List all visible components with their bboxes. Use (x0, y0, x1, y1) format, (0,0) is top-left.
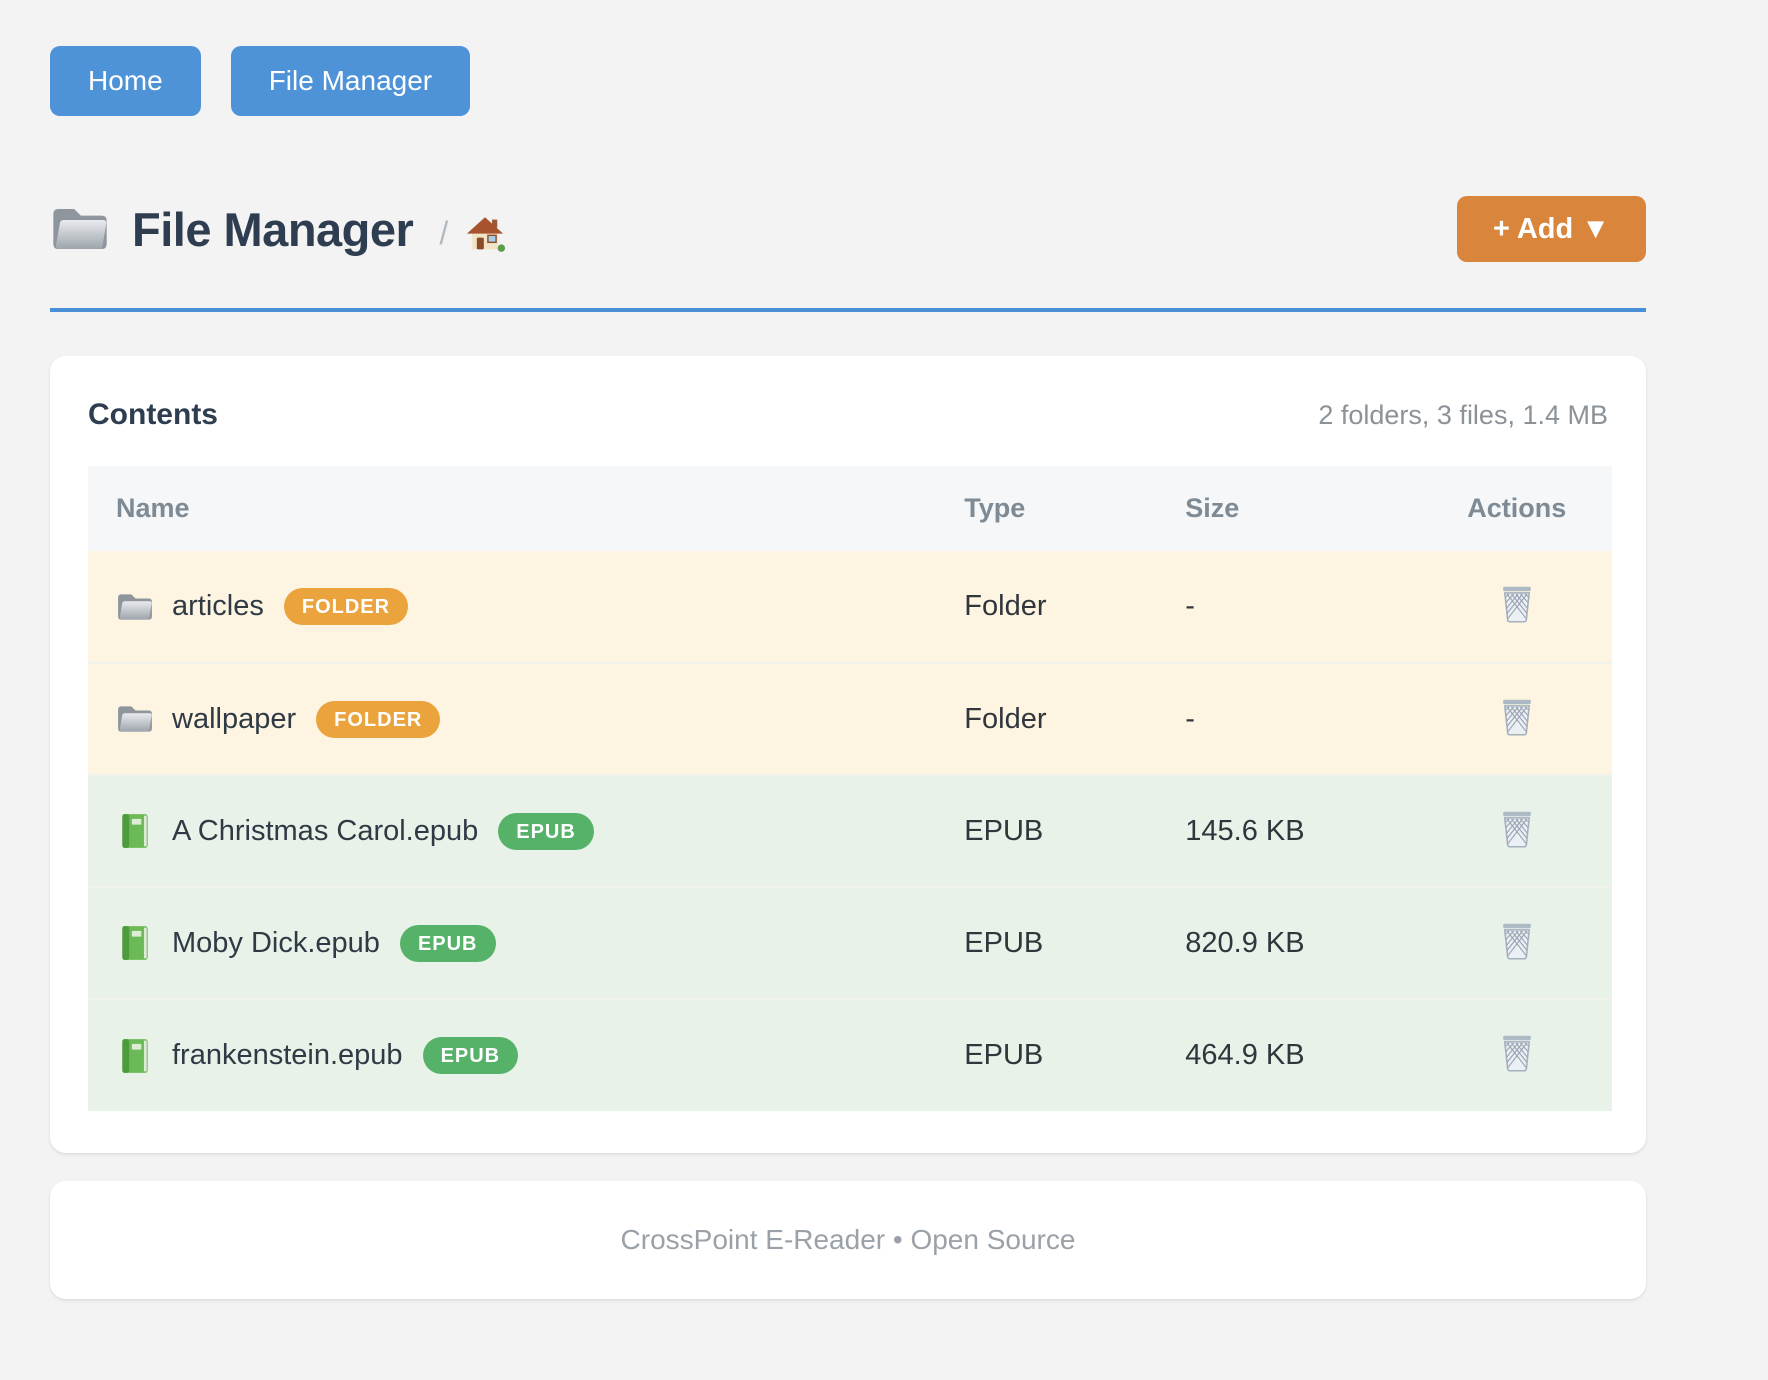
file-name: wallpaper (172, 702, 297, 735)
delete-button[interactable] (1499, 584, 1535, 624)
trash-icon (1499, 809, 1535, 849)
column-header-actions: Actions (1467, 493, 1567, 523)
type-cell: Folder (964, 702, 1047, 735)
name-cell: A Christmas Carol.epub EPUB (88, 775, 964, 887)
green-book-icon (116, 812, 154, 850)
size-cell: 464.9 KB (1185, 1039, 1305, 1071)
page-title: File Manager (132, 202, 414, 256)
green-book-icon (116, 1037, 154, 1075)
actions-cell (1421, 999, 1612, 1111)
trash-icon (1499, 1033, 1535, 1073)
name-cell: wallpaper FOLDER (88, 663, 964, 775)
column-header-type: Type (964, 493, 1026, 523)
name-cell: articles FOLDER (88, 551, 964, 663)
delete-button[interactable] (1499, 697, 1535, 737)
footer: CrossPoint E-Reader • Open Source (50, 1181, 1646, 1299)
breadcrumb-separator: / (439, 214, 449, 251)
file-name: Moby Dick.epub (172, 926, 380, 959)
size-cell: - (1185, 702, 1195, 735)
table-body: articles FOLDER Folder - wallpaper FOLDE… (88, 551, 1612, 1111)
table-row[interactable]: frankenstein.epub EPUB EPUB 464.9 KB (88, 999, 1612, 1111)
delete-button[interactable] (1499, 921, 1535, 961)
table-row[interactable]: articles FOLDER Folder - (88, 551, 1612, 663)
actions-cell (1421, 663, 1612, 775)
house-icon[interactable] (464, 212, 506, 254)
table-row[interactable]: wallpaper FOLDER Folder - (88, 663, 1612, 775)
type-cell: EPUB (964, 926, 1044, 959)
trash-icon (1499, 921, 1535, 961)
delete-button[interactable] (1499, 1033, 1535, 1073)
table-header: Name Type Size Actions (88, 466, 1612, 551)
column-header-name: Name (116, 493, 190, 523)
file-table: Name Type Size Actions articles FOLDER F… (88, 466, 1612, 1111)
file-type-badge: FOLDER (283, 588, 409, 625)
file-type-badge: EPUB (399, 924, 496, 962)
folder-icon (116, 700, 154, 738)
table-header-row: Name Type Size Actions (88, 466, 1612, 551)
home-button[interactable]: Home (50, 46, 201, 116)
actions-cell (1421, 775, 1612, 887)
file-name: frankenstein.epub (172, 1039, 403, 1071)
file-type-badge: EPUB (498, 812, 594, 850)
size-cell: 820.9 KB (1185, 926, 1305, 959)
contents-panel: Contents 2 folders, 3 files, 1.4 MB Name… (50, 356, 1646, 1153)
delete-button[interactable] (1499, 809, 1535, 849)
table-row[interactable]: A Christmas Carol.epub EPUB EPUB 145.6 K… (88, 775, 1612, 887)
file-manager-button[interactable]: File Manager (230, 46, 471, 116)
file-type-badge: EPUB (422, 1037, 519, 1074)
actions-cell (1421, 551, 1612, 663)
name-cell: Moby Dick.epub EPUB (88, 887, 964, 999)
file-type-badge: FOLDER (316, 700, 441, 738)
size-cell: 145.6 KB (1185, 814, 1305, 847)
type-cell: Folder (964, 590, 1047, 622)
contents-summary: 2 folders, 3 files, 1.4 MB (1318, 400, 1608, 430)
table-row[interactable]: Moby Dick.epub EPUB EPUB 820.9 KB (88, 887, 1612, 999)
title-group: File Manager / (50, 202, 506, 257)
header-divider (50, 308, 1646, 312)
type-cell: EPUB (964, 814, 1044, 847)
page-header: File Manager / + Add ▼ (50, 196, 1646, 262)
green-book-icon (116, 924, 154, 962)
file-name: A Christmas Carol.epub (172, 814, 479, 847)
add-button[interactable]: + Add ▼ (1456, 196, 1646, 262)
name-cell: frankenstein.epub EPUB (88, 999, 964, 1111)
file-name: articles (172, 590, 264, 622)
top-nav: Home File Manager (50, 46, 1646, 116)
type-cell: EPUB (964, 1039, 1044, 1071)
column-header-size: Size (1185, 493, 1240, 523)
size-cell: - (1185, 590, 1195, 622)
folder-icon (50, 203, 110, 255)
actions-cell (1421, 887, 1612, 999)
contents-title: Contents (88, 398, 218, 431)
footer-text: CrossPoint E-Reader • Open Source (620, 1224, 1076, 1255)
trash-icon (1499, 584, 1535, 624)
trash-icon (1499, 697, 1535, 737)
page: Home File Manager File Manager / + Add ▼… (50, 46, 1646, 1299)
folder-icon (116, 588, 154, 626)
contents-header: Contents 2 folders, 3 files, 1.4 MB (88, 398, 1612, 432)
